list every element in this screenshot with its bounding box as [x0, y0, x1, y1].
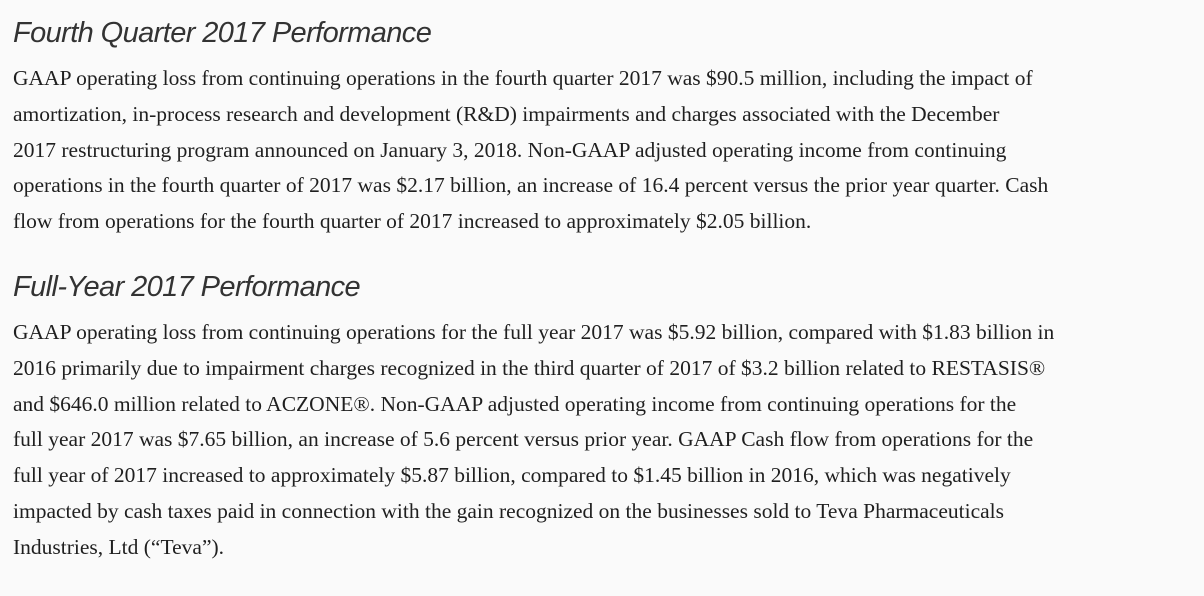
- paragraph-line: full year 2017 was $7.65 billion, an inc…: [13, 427, 1034, 452]
- paragraph-line: amortization, in-process research and de…: [13, 101, 1000, 126]
- paragraph-line: 2016 primarily due to impairment charges…: [13, 355, 1046, 380]
- paragraph-line: impacted by cash taxes paid in connectio…: [13, 498, 1004, 523]
- paragraph-line: flow from operations for the fourth quar…: [13, 209, 812, 234]
- paragraph-line: GAAP operating loss from continuing oper…: [13, 319, 1055, 344]
- paragraph-line: GAAP operating loss from continuing oper…: [13, 66, 1033, 90]
- paragraph-line: and $646.0 million related to ACZONE®. N…: [13, 391, 1017, 416]
- section-spacer: [13, 240, 1190, 270]
- paragraph-line: 2017 restructuring program announced on …: [13, 137, 1007, 162]
- paragraph-line: full year of 2017 increased to approxima…: [13, 463, 1011, 488]
- section-heading-q4: Fourth Quarter 2017 Performance: [13, 17, 432, 49]
- paragraph-line: Industries, Ltd (“Teva”).: [13, 534, 225, 559]
- section-heading-full-year: Full-Year 2017 Performance: [13, 270, 361, 303]
- section-paragraph-q4: GAAP operating loss from continuing oper…: [13, 61, 1190, 240]
- paragraph-line: operations in the fourth quarter of 2017…: [13, 173, 1049, 198]
- section-paragraph-full-year: GAAP operating loss from continuing oper…: [13, 315, 1190, 566]
